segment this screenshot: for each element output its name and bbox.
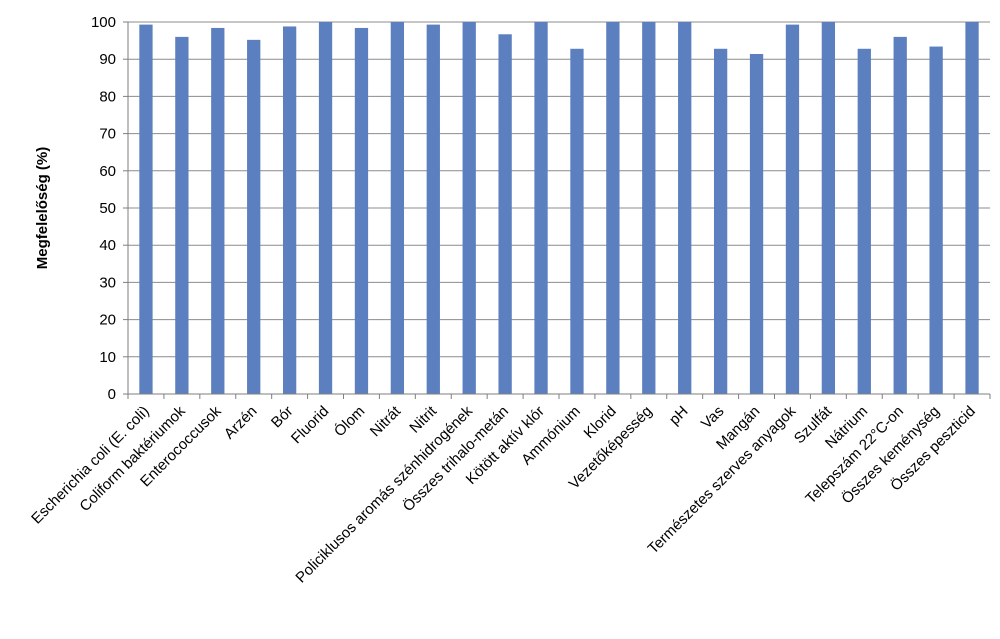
y-tick-label: 10 bbox=[99, 349, 116, 366]
x-category-label: Természetes szerves anyagok bbox=[645, 402, 800, 557]
bar bbox=[390, 22, 405, 394]
x-category-label: Bór bbox=[268, 403, 297, 432]
bar bbox=[606, 22, 620, 394]
bar bbox=[462, 22, 476, 394]
bar bbox=[893, 36, 907, 394]
y-tick-label: 30 bbox=[99, 274, 116, 291]
bar bbox=[426, 24, 440, 394]
x-category-label: pH bbox=[666, 403, 692, 429]
bar bbox=[247, 39, 261, 395]
bar bbox=[678, 22, 692, 394]
y-tick-label: 100 bbox=[91, 14, 116, 31]
x-axis-category-labels: Escherichia coli (E. coli)Coliform bakté… bbox=[28, 394, 991, 586]
bar bbox=[785, 24, 800, 394]
y-tick-label: 0 bbox=[108, 386, 116, 403]
bar bbox=[857, 48, 871, 395]
bar bbox=[211, 27, 225, 395]
x-category-label: Fluorid bbox=[288, 403, 332, 447]
y-tick-label: 20 bbox=[99, 312, 116, 329]
bar bbox=[821, 22, 836, 394]
bar bbox=[713, 48, 728, 395]
bar bbox=[965, 22, 979, 394]
y-tick-label: 40 bbox=[99, 237, 116, 254]
bar bbox=[498, 34, 512, 394]
y-axis-ticks: 0 10 20 30 40 50 60 70 80 90 100 bbox=[91, 14, 128, 403]
y-tick-label: 80 bbox=[99, 88, 116, 105]
bar bbox=[534, 22, 548, 394]
y-tick-label: 50 bbox=[99, 200, 116, 217]
y-axis-title: Megfelelőség (%) bbox=[34, 147, 51, 270]
y-tick-label: 90 bbox=[99, 51, 116, 68]
bar bbox=[282, 26, 297, 395]
bar bbox=[139, 24, 153, 394]
y-tick-label: 60 bbox=[99, 163, 116, 180]
bar bbox=[354, 27, 369, 395]
gridlines bbox=[128, 21, 990, 358]
bar bbox=[570, 48, 584, 395]
x-category-label: Ólom bbox=[331, 403, 368, 440]
bar bbox=[175, 36, 189, 394]
x-category-label: Arzén bbox=[221, 403, 261, 443]
bar bbox=[318, 22, 333, 394]
bar bbox=[929, 46, 943, 394]
bars bbox=[139, 22, 979, 395]
y-tick-label: 70 bbox=[99, 126, 116, 143]
x-category-label: Nitrát bbox=[367, 402, 405, 440]
bar bbox=[749, 53, 764, 394]
bar bbox=[642, 22, 656, 394]
x-category-label: Vas bbox=[698, 403, 728, 433]
